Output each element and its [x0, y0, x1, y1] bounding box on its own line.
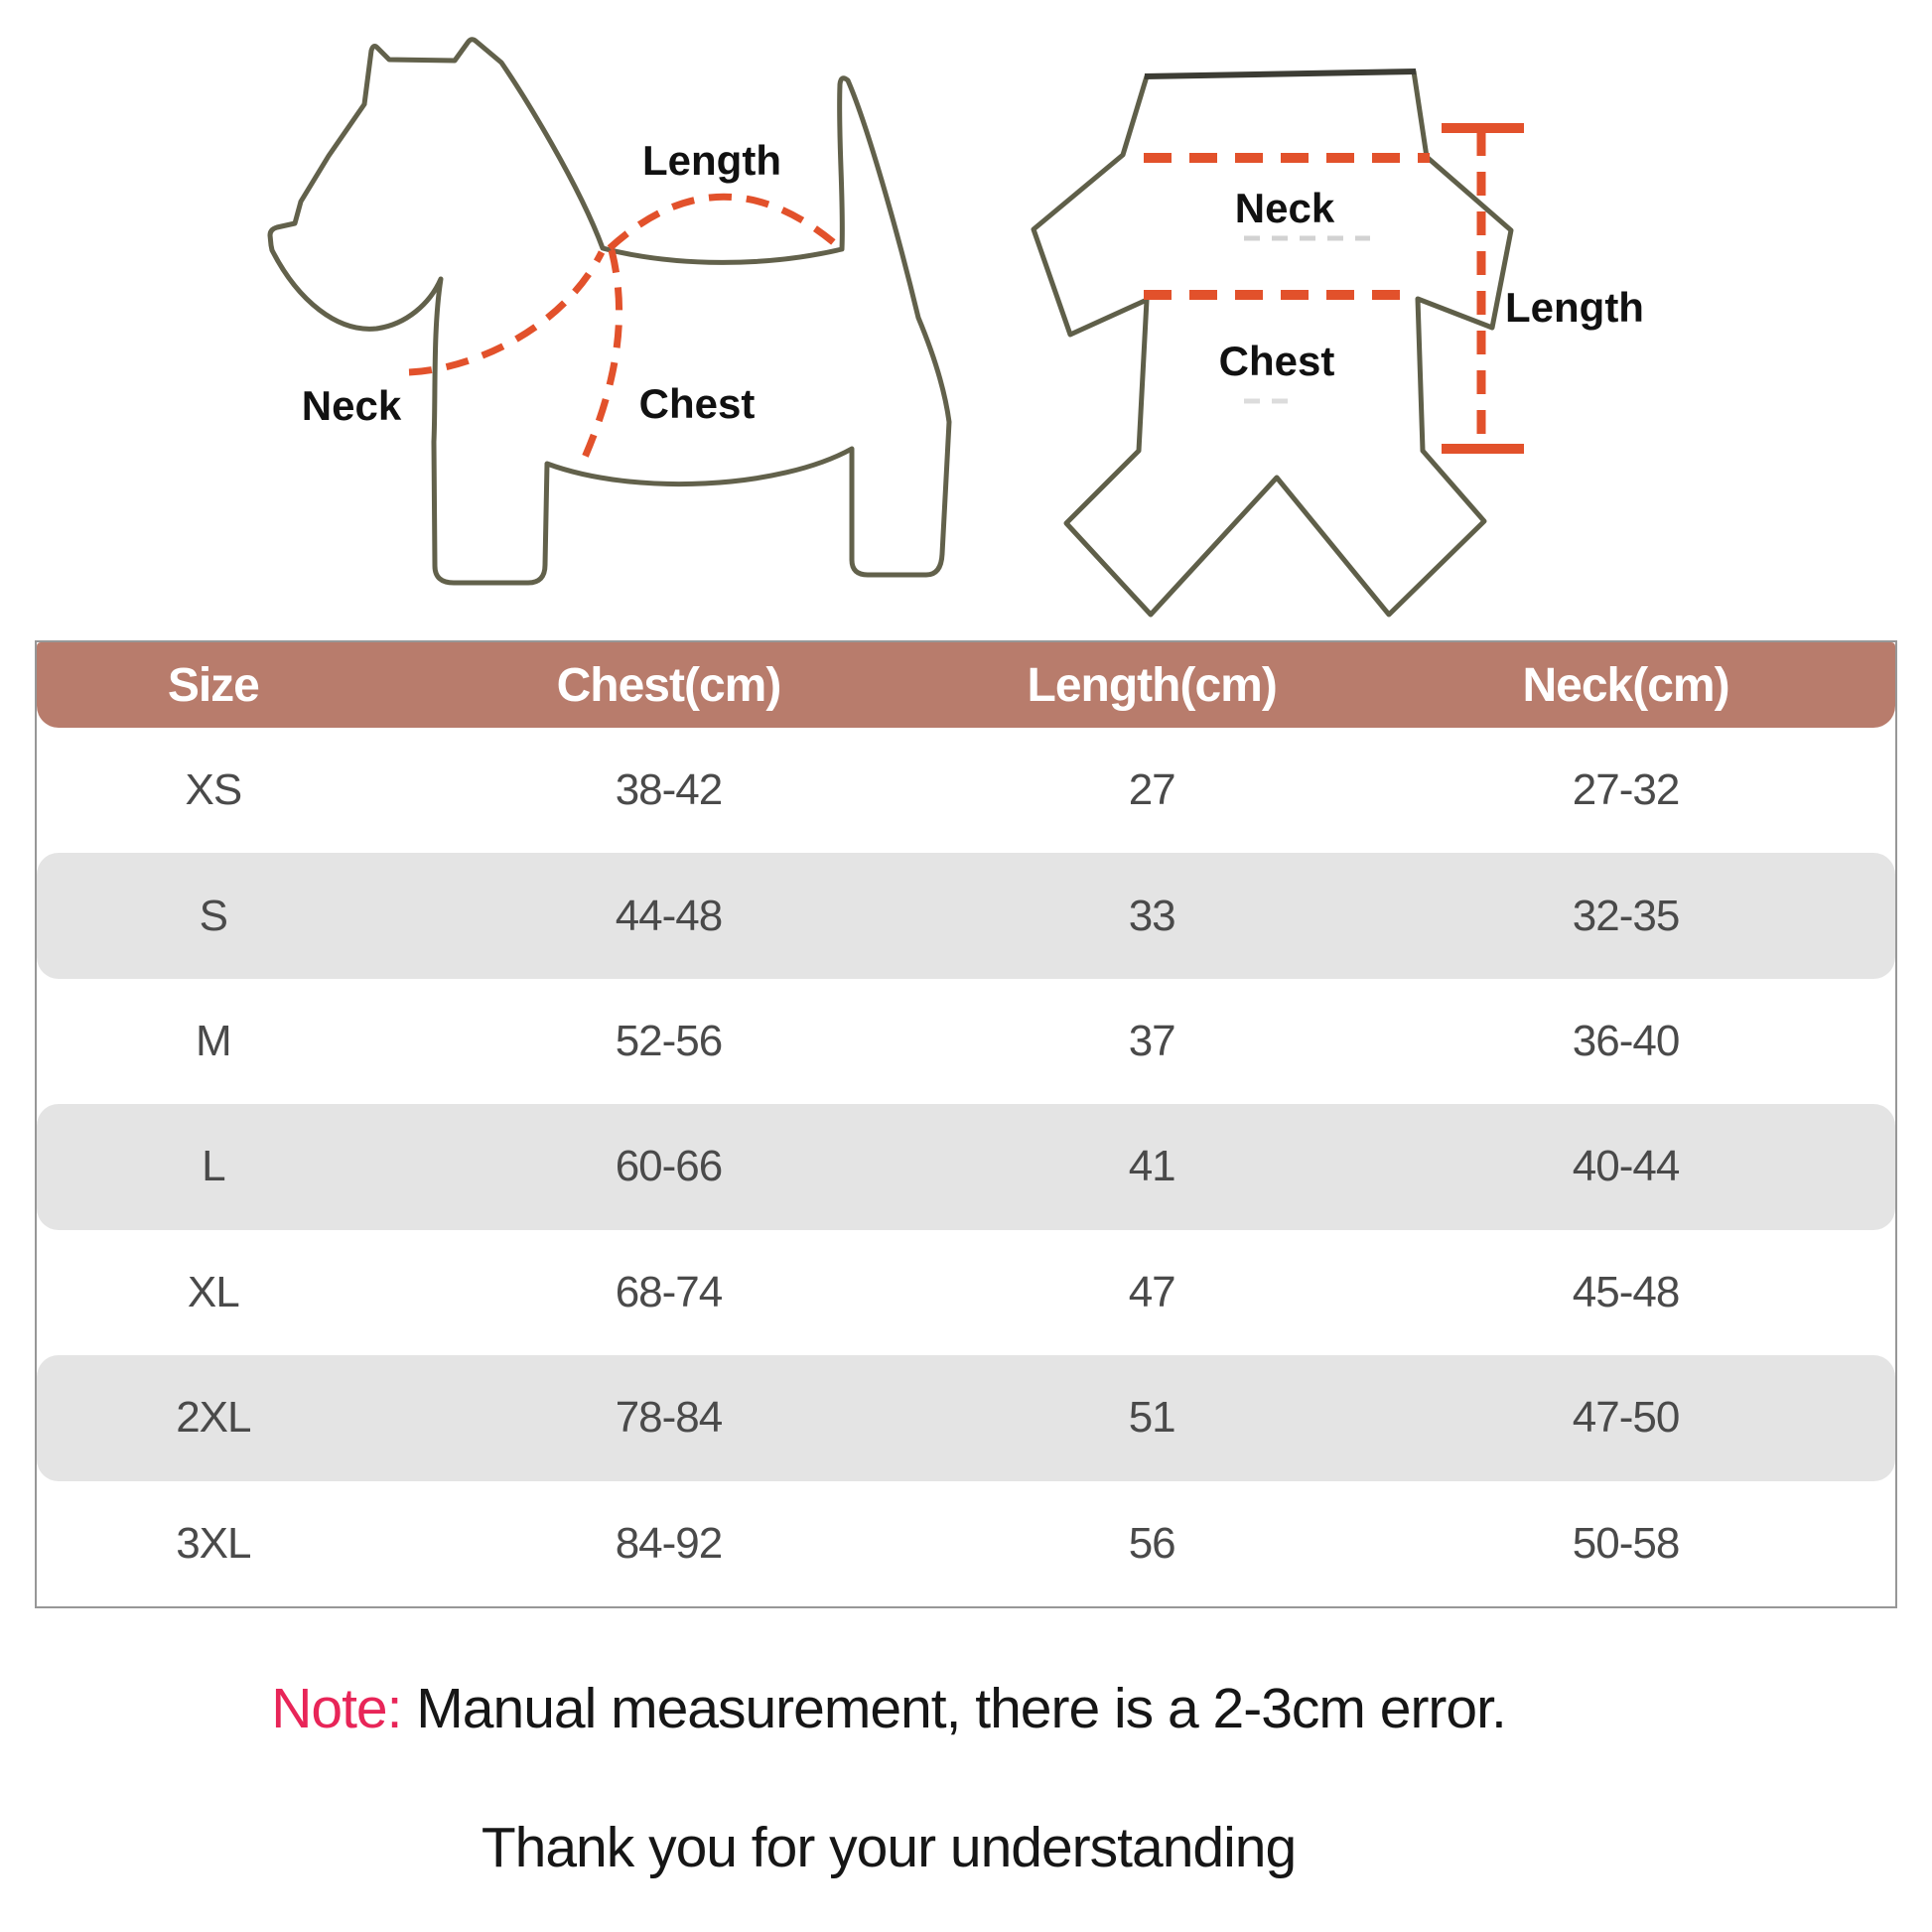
garment-neck-label: Neck — [1235, 185, 1335, 231]
diagram-canvas: Length Neck Chest Neck Chest Length — [267, 37, 1644, 618]
table-cell: 84-92 — [615, 1518, 724, 1568]
table-row: XS 38-42 27 27-32 — [37, 728, 1895, 853]
table-cell: 45-48 — [1572, 1267, 1681, 1316]
table-cell: 27-32 — [1572, 765, 1681, 815]
table-cell: 52-56 — [615, 1017, 724, 1066]
table-cell: M — [196, 1017, 232, 1066]
table-cell: 33 — [1128, 891, 1176, 940]
table-header-row: Size Chest(cm) Length(cm) Neck(cm) — [37, 642, 1895, 728]
table-cell: 41 — [1128, 1142, 1176, 1191]
table-cell: 47 — [1128, 1267, 1176, 1316]
table-cell: 37 — [1128, 1017, 1176, 1066]
table-body: XS 38-42 27 27-32 S 44-48 33 32-35 M 52-56 37 36-40… — [37, 728, 1895, 1606]
dog-chest-dash-line — [576, 249, 623, 471]
measurement-diagram: Length Neck Chest Neck Chest Length — [0, 0, 1932, 640]
dog-neck-label: Neck — [302, 382, 402, 429]
note-text: Manual measurement, there is a 2-3cm err… — [401, 1677, 1506, 1740]
column-header-chest: Chest(cm) — [556, 658, 782, 712]
table-cell: 68-74 — [615, 1267, 724, 1316]
table-cell: 36-40 — [1572, 1017, 1681, 1066]
column-header-length: Length(cm) — [1027, 658, 1278, 712]
table-cell: 50-58 — [1572, 1518, 1681, 1568]
table-cell: S — [199, 891, 228, 940]
table-cell: 3XL — [176, 1518, 251, 1568]
garment-pattern-outline — [1031, 69, 1514, 618]
table-row: S 44-48 33 32-35 — [37, 853, 1895, 979]
table-row: 2XL 78-84 51 47-50 — [37, 1355, 1895, 1481]
table-cell: 2XL — [176, 1393, 251, 1443]
note-line-2: Thank you for your understanding — [481, 1816, 1297, 1879]
table-row: XL 68-74 47 45-48 — [37, 1230, 1895, 1355]
table-cell: 78-84 — [615, 1393, 724, 1443]
note-line-1: Note: Manual measurement, there is a 2-3… — [0, 1676, 1777, 1741]
note-block: Note: Manual measurement, there is a 2-3… — [0, 1676, 1777, 1880]
table-row: M 52-56 37 36-40 — [37, 979, 1895, 1104]
note-prefix: Note: — [271, 1677, 402, 1740]
dog-length-label: Length — [642, 137, 781, 184]
column-header-neck: Neck(cm) — [1522, 658, 1729, 712]
table-cell: 44-48 — [615, 891, 724, 940]
garment-collar-edge — [1144, 69, 1417, 79]
table-cell: XS — [185, 765, 242, 815]
dog-length-dash-line — [607, 193, 840, 251]
dog-neck-dash-line — [408, 250, 606, 376]
table-row: L 60-66 41 40-44 — [37, 1104, 1895, 1230]
garment-length-label: Length — [1505, 284, 1644, 331]
column-header-size: Size — [167, 658, 260, 712]
table-cell: XL — [187, 1267, 240, 1316]
table-cell: 47-50 — [1572, 1393, 1681, 1443]
dog-chest-label: Chest — [639, 380, 756, 427]
table-cell: L — [202, 1142, 225, 1191]
size-chart-table: Size Chest(cm) Length(cm) Neck(cm) XS 38-… — [35, 640, 1897, 1608]
table-cell: 56 — [1128, 1518, 1176, 1568]
table-cell: 40-44 — [1572, 1142, 1681, 1191]
table-cell: 38-42 — [615, 765, 724, 815]
table-cell: 60-66 — [615, 1142, 724, 1191]
garment-chest-label: Chest — [1219, 338, 1335, 384]
dog-outline-illustration — [267, 37, 952, 586]
table-cell: 51 — [1128, 1393, 1176, 1443]
table-row: 3XL 84-92 56 50-58 — [37, 1481, 1895, 1606]
table-cell: 32-35 — [1572, 891, 1681, 940]
table-cell: 27 — [1128, 765, 1176, 815]
